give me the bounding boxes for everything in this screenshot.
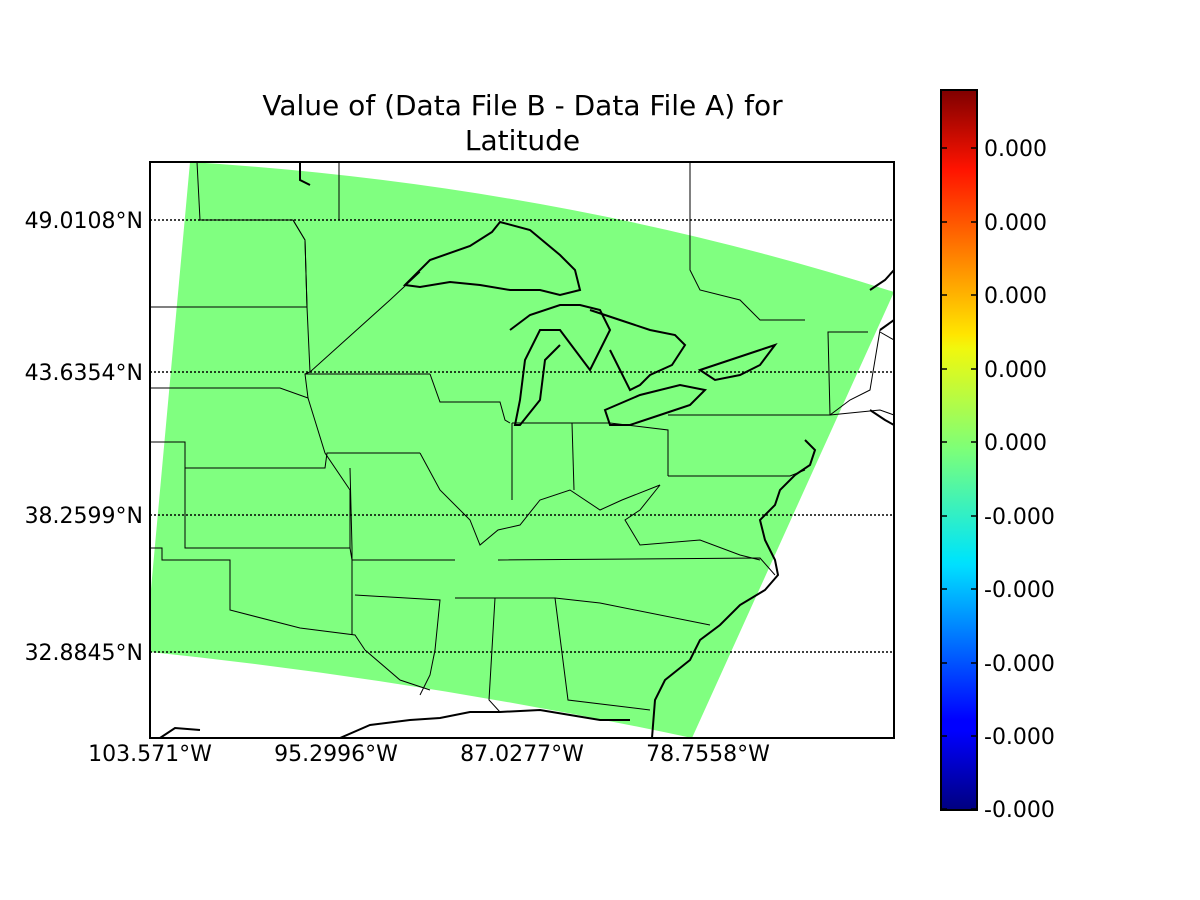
colorbar-label-8: -0.000 [984, 652, 1055, 677]
data-region-fill [150, 162, 894, 738]
colorbar-label-4: 0.000 [984, 358, 1047, 383]
colorbar-ticks [941, 147, 977, 810]
coastlines [159, 162, 894, 738]
lon-label-2: 95.2996°W [274, 742, 398, 767]
colorbar-label-10: -0.000 [984, 798, 1055, 823]
plot-title: Value of (Data File B - Data File A) for… [150, 88, 895, 158]
lat-gridlines [150, 219, 894, 653]
title-line-2: Latitude [464, 124, 581, 157]
colorbar-label-5: 0.000 [984, 431, 1047, 456]
colorbar-label-9: -0.000 [984, 725, 1055, 750]
map-axes-frame [149, 161, 895, 739]
lon-label-1: 103.571°W [88, 742, 212, 767]
colorbar-label-1: 0.000 [984, 137, 1047, 162]
colorbar [940, 89, 978, 811]
colorbar-label-7: -0.000 [984, 578, 1055, 603]
lat-label-2: 43.6354°N [25, 361, 143, 386]
colorbar-label-2: 0.000 [984, 211, 1047, 236]
colorbar-label-6: -0.000 [984, 505, 1055, 530]
lon-label-4: 78.7558°W [646, 742, 770, 767]
title-line-1: Value of (Data File B - Data File A) for [262, 89, 783, 122]
lat-label-4: 32.8845°N [25, 641, 143, 666]
colorbar-label-3: 0.000 [984, 284, 1047, 309]
lat-label-3: 38.2599°N [25, 504, 143, 529]
lat-label-1: 49.0108°N [25, 209, 143, 234]
lon-label-3: 87.0277°W [460, 742, 584, 767]
